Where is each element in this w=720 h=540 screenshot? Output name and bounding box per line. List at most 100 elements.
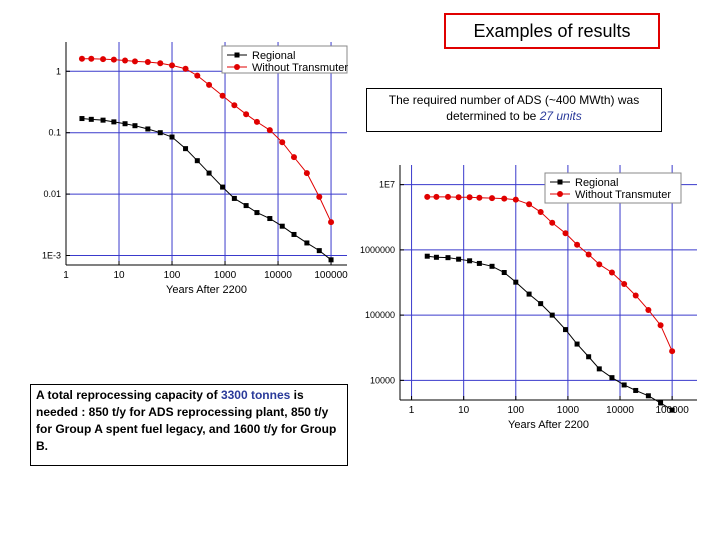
right-chart-point-regional xyxy=(433,254,439,260)
left-chart-point-without xyxy=(144,58,151,65)
right-chart-point-regional xyxy=(621,382,627,388)
right-chart-point-regional xyxy=(445,255,451,261)
capacity-note: A total reprocessing capacity of 3300 to… xyxy=(30,384,348,466)
right-chart-series-line xyxy=(427,196,673,352)
ads-note: The required number of ADS (~400 MWth) w… xyxy=(366,88,662,132)
right-chart-point-without xyxy=(645,306,652,313)
left-chart-point-without xyxy=(328,219,335,226)
right-chart-point-without xyxy=(466,194,473,201)
left-chart-ytick-label: 1 xyxy=(56,66,61,76)
left-chart-point-regional xyxy=(231,195,237,201)
right-chart-point-without xyxy=(608,269,615,276)
left-chart-legend-label: Without Transmuter xyxy=(252,62,348,74)
left-chart-point-regional xyxy=(157,130,163,136)
right-chart-point-regional xyxy=(424,253,430,259)
left-chart-point-without xyxy=(243,111,250,118)
left-chart-point-without xyxy=(194,72,201,79)
right-chart-point-regional xyxy=(669,407,675,413)
right-chart-point-regional xyxy=(658,400,664,406)
left-chart-point-regional xyxy=(88,116,94,122)
right-chart-point-regional xyxy=(538,301,544,307)
right-chart-point-without xyxy=(512,196,519,203)
left-chart-point-regional xyxy=(122,121,128,127)
left-chart-point-regional xyxy=(194,158,200,164)
left-chart-point-without xyxy=(290,154,297,161)
right-chart-point-without xyxy=(621,280,628,287)
right-chart-point-without xyxy=(489,195,496,202)
left-chart-point-regional xyxy=(328,257,334,263)
left-chart-xtick-label: 100 xyxy=(164,270,181,281)
right-chart-ytick-label: 100000 xyxy=(365,310,395,320)
left-chart-point-without xyxy=(88,55,95,62)
right-chart-point-regional xyxy=(513,279,519,285)
right-chart-point-without xyxy=(476,194,483,201)
right-chart-point-regional xyxy=(563,327,569,333)
right-chart-point-without xyxy=(537,209,544,216)
right-chart-point-without xyxy=(444,193,451,200)
left-chart-point-regional xyxy=(267,216,273,222)
left-chart-point-without xyxy=(157,60,164,67)
left-chart-point-regional xyxy=(243,203,249,209)
left-chart-point-regional xyxy=(220,184,226,190)
left-chart-legend-marker xyxy=(234,52,240,58)
right-chart-point-regional xyxy=(574,341,580,347)
left-chart-point-regional xyxy=(79,116,85,122)
left-chart-point-without xyxy=(78,55,85,62)
left-chart-point-regional xyxy=(254,210,260,216)
left-chart-point-without xyxy=(219,92,226,99)
left-chart-point-without xyxy=(110,56,117,63)
right-chart-point-regional xyxy=(476,260,482,266)
left-chart-point-without xyxy=(279,139,286,146)
left-chart-point-without xyxy=(253,118,260,125)
right-chart-point-regional xyxy=(467,258,473,264)
left-chart-point-regional xyxy=(100,117,106,123)
left-chart-point-without xyxy=(316,193,323,200)
right-chart-xtick-label: 1 xyxy=(409,405,415,416)
capacity-note-text-2: is needed : 850 t/y for ADS reprocessing… xyxy=(36,388,337,453)
left-chart-xtick-label: 1 xyxy=(63,270,69,281)
left-chart-point-regional xyxy=(132,123,138,129)
left-chart-point-without xyxy=(266,127,273,134)
left-chart-legend-label: Regional xyxy=(252,50,295,62)
left-chart-xtick-label: 10 xyxy=(113,270,125,281)
right-chart-ytick-label: 10000 xyxy=(370,375,395,385)
left-chart-point-regional xyxy=(304,240,310,246)
left-chart-xtick-label: 1000 xyxy=(214,270,237,281)
right-chart-point-without xyxy=(455,194,462,201)
right-chart-point-regional xyxy=(645,393,651,399)
right-chart-x-axis-title: Years After 2200 xyxy=(508,419,589,431)
right-chart-point-regional xyxy=(489,263,495,269)
ads-note-text: The required number of ADS (~400 MWth) w… xyxy=(388,93,640,123)
capacity-note-text-1: A total reprocessing capacity of xyxy=(36,388,221,402)
right-chart-point-regional xyxy=(609,375,615,381)
right-chart-point-without xyxy=(562,230,569,237)
left-chart-point-regional xyxy=(291,231,297,237)
right-chart-point-without xyxy=(632,292,639,299)
right-chart-xtick-label: 10000 xyxy=(606,405,634,416)
right-chart-legend-label: Regional xyxy=(575,177,618,189)
right-chart-point-without xyxy=(433,193,440,200)
left-chart-ytick-label: 0.1 xyxy=(48,128,61,138)
right-chart-ytick-label: 1000000 xyxy=(360,245,395,255)
left-chart-point-without xyxy=(182,65,189,72)
right-chart-point-regional xyxy=(501,270,507,276)
left-chart-series-line xyxy=(81,58,332,223)
left-chart-point-without xyxy=(169,62,176,69)
right-chart-legend-marker xyxy=(557,191,563,197)
right-chart-point-without xyxy=(549,219,556,226)
right-chart-series-line xyxy=(427,255,673,411)
left-chart-xtick-label: 10000 xyxy=(264,270,292,281)
left-chart-legend-box xyxy=(221,45,348,74)
left-chart-point-without xyxy=(303,170,310,177)
left-chart-point-regional xyxy=(169,134,175,140)
right-chart-point-regional xyxy=(596,366,602,372)
right-chart-point-without xyxy=(574,241,581,248)
left-chart-point-without xyxy=(122,57,129,64)
left-chart-ytick-label: 1E-3 xyxy=(42,250,61,260)
left-chart-xtick-label: 100000 xyxy=(314,270,348,281)
right-chart-legend-label: Without Transmuter xyxy=(575,189,671,201)
right-chart-point-without xyxy=(501,195,508,202)
left-chart-point-regional xyxy=(183,146,189,152)
right-chart-point-without xyxy=(596,261,603,268)
slide-title: Examples of results xyxy=(444,13,660,49)
